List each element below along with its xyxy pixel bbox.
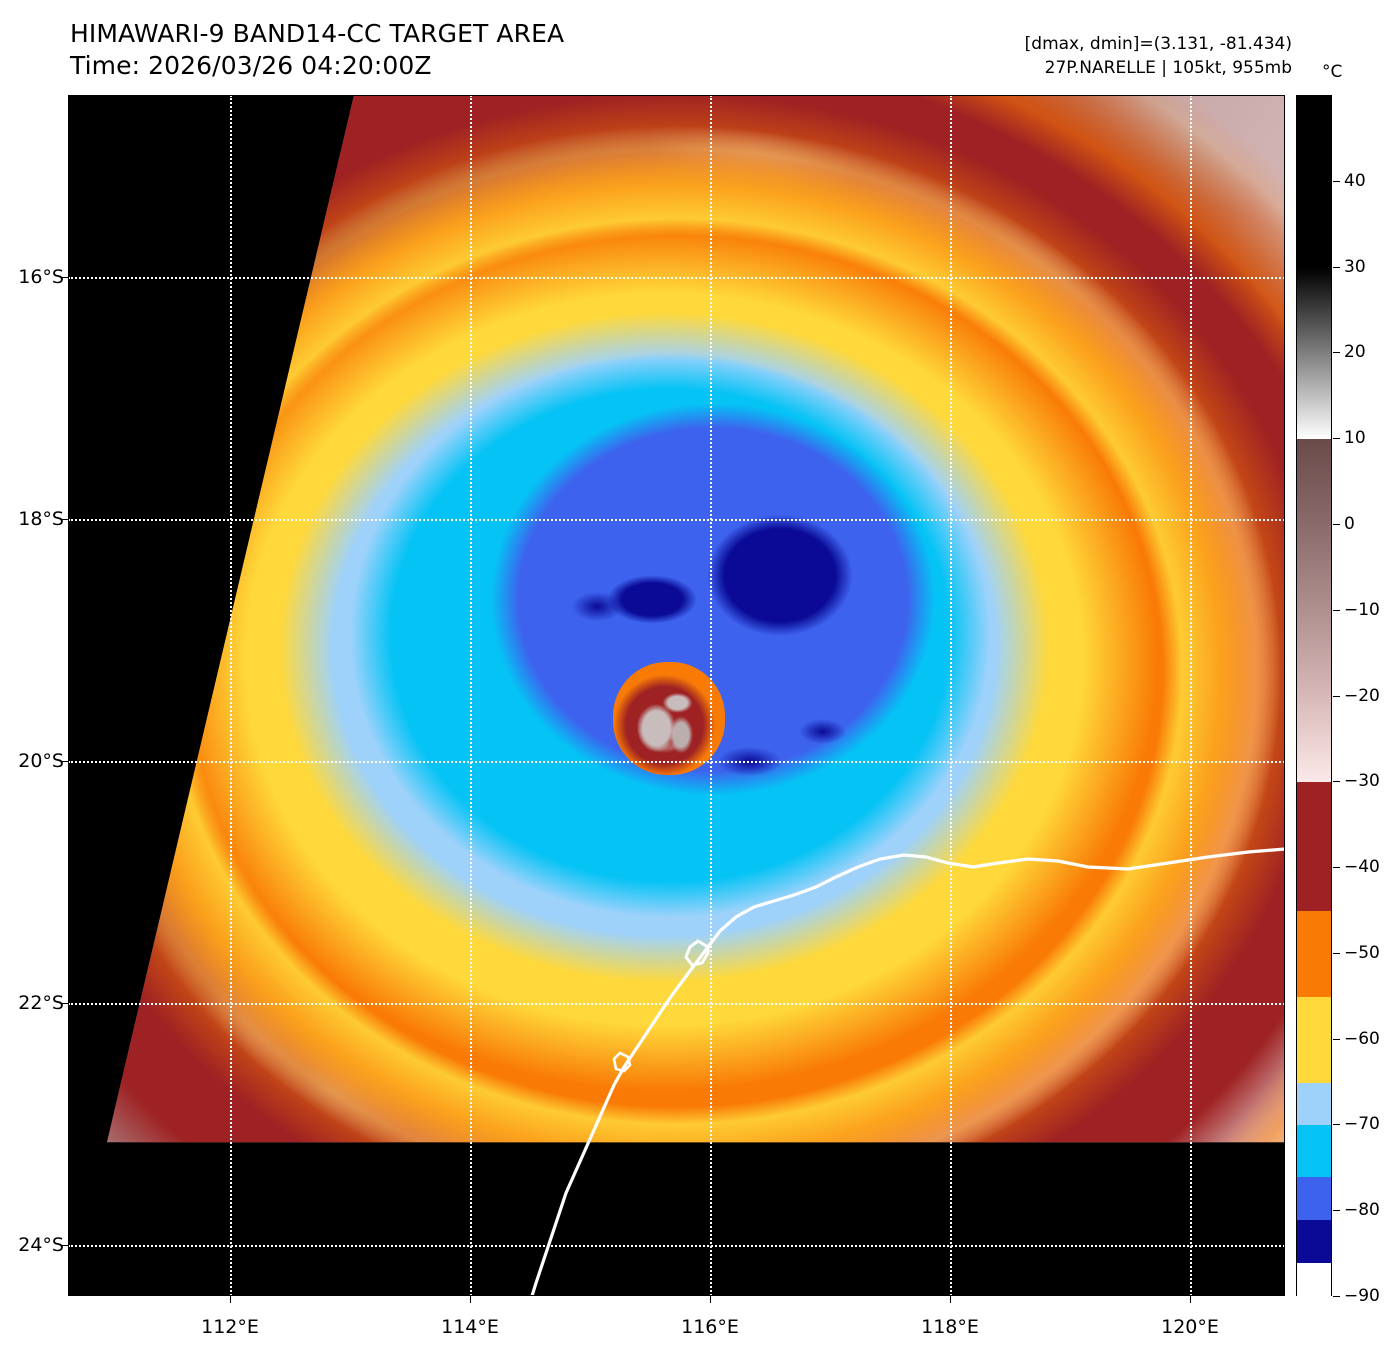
colorbar-label-30: 30 xyxy=(1344,256,1366,277)
header-metadata-block: [dmax, dmin]=(3.131, -81.434) 27P.NARELL… xyxy=(1025,32,1292,80)
data-range-label: [dmax, dmin]=(3.131, -81.434) xyxy=(1024,34,1292,54)
colorbar-tick-20 xyxy=(1333,352,1340,354)
y-tick-22 xyxy=(62,1003,69,1004)
cbar-seg-cyan xyxy=(1297,1125,1331,1177)
colorbar-label--50: −50 xyxy=(1344,942,1380,963)
x-axis-label-114e: 114°E xyxy=(441,1316,499,1338)
colorbar-tick--80 xyxy=(1333,1210,1340,1212)
x-axis-label-116e: 116°E xyxy=(681,1316,739,1338)
cbar-seg-royal-blue xyxy=(1297,1176,1331,1220)
colorbar-label-20: 20 xyxy=(1344,342,1366,363)
y-axis-label-16s: 16°S xyxy=(18,266,64,288)
cbar-seg-mauve xyxy=(1297,439,1331,783)
data-swath xyxy=(106,95,1285,1143)
header-title-block: HIMAWARI-9 BAND14-CC TARGET AREA Time: 2… xyxy=(70,18,564,82)
satellite-image-plot: Copyright © 2020-2026 Dapiya xyxy=(68,95,1285,1296)
colorbar-tick--40 xyxy=(1333,867,1340,869)
y-axis-label-20s: 20°S xyxy=(18,750,64,772)
y-axis-label-22s: 22°S xyxy=(18,992,64,1014)
cbar-seg-dark-red xyxy=(1297,782,1331,911)
colorbar-gradient xyxy=(1297,96,1331,1297)
colorbar-tick--90 xyxy=(1333,1296,1340,1297)
temperature-colorbar[interactable] xyxy=(1296,95,1332,1297)
x-axis-label-118e: 118°E xyxy=(921,1316,979,1338)
colorbar-label--60: −60 xyxy=(1344,1028,1380,1049)
colorbar-tick--50 xyxy=(1333,952,1340,954)
cbar-seg-grayscale xyxy=(1297,267,1331,440)
colorbar-tick-0 xyxy=(1333,523,1340,525)
y-tick-20 xyxy=(62,761,69,762)
colorbar-unit-label: °C xyxy=(1322,62,1343,82)
colorbar-label--30: −30 xyxy=(1344,771,1380,792)
x-tick-114 xyxy=(470,1296,471,1303)
cbar-seg-light-blue xyxy=(1297,1082,1331,1126)
cyclone-eye-detail xyxy=(622,676,711,761)
colorbar-label-10: 10 xyxy=(1344,428,1366,449)
cbar-seg-black xyxy=(1297,96,1331,268)
colorbar-tick--60 xyxy=(1333,1038,1340,1040)
colorbar-tick--20 xyxy=(1333,695,1340,697)
colorbar-tick-10 xyxy=(1333,438,1340,440)
colorbar-label--40: −40 xyxy=(1344,857,1380,878)
colorbar-tick-30 xyxy=(1333,266,1340,268)
colorbar-tick-40 xyxy=(1333,180,1340,182)
colorbar-label--20: −20 xyxy=(1344,685,1380,706)
y-axis-label-24s: 24°S xyxy=(18,1234,64,1256)
x-tick-112 xyxy=(230,1296,231,1303)
colorbar-tick--30 xyxy=(1333,781,1340,783)
x-axis-label-112e: 112°E xyxy=(201,1316,259,1338)
colorbar-tick--10 xyxy=(1333,609,1340,611)
page-title: HIMAWARI-9 BAND14-CC TARGET AREA xyxy=(70,19,565,48)
gridline-lat-24 xyxy=(68,1245,1285,1247)
cbar-seg-white xyxy=(1297,1262,1331,1297)
timestamp: Time: 2026/03/26 04:20:00Z xyxy=(70,51,432,80)
storm-info-label: 27P.NARELLE | 105kt, 955mb xyxy=(1044,58,1292,78)
colorbar-label-0: 0 xyxy=(1344,513,1355,534)
x-tick-118 xyxy=(950,1296,951,1303)
colorbar-label--70: −70 xyxy=(1344,1114,1380,1135)
colorbar-label--80: −80 xyxy=(1344,1200,1380,1221)
y-tick-16 xyxy=(62,277,69,278)
y-tick-24 xyxy=(62,1245,69,1246)
x-axis-label-120e: 120°E xyxy=(1161,1316,1219,1338)
cbar-seg-orange xyxy=(1297,910,1331,997)
colorbar-label--10: −10 xyxy=(1344,599,1380,620)
colorbar-tick--70 xyxy=(1333,1124,1340,1126)
y-tick-18 xyxy=(62,519,69,520)
x-tick-120 xyxy=(1190,1296,1191,1303)
colorbar-label--90: −90 xyxy=(1344,1286,1380,1306)
x-tick-116 xyxy=(710,1296,711,1303)
colorbar-label-40: 40 xyxy=(1344,170,1366,191)
y-axis-label-18s: 18°S xyxy=(18,508,64,530)
cbar-seg-yellow xyxy=(1297,996,1331,1083)
cbar-seg-navy xyxy=(1297,1219,1331,1263)
